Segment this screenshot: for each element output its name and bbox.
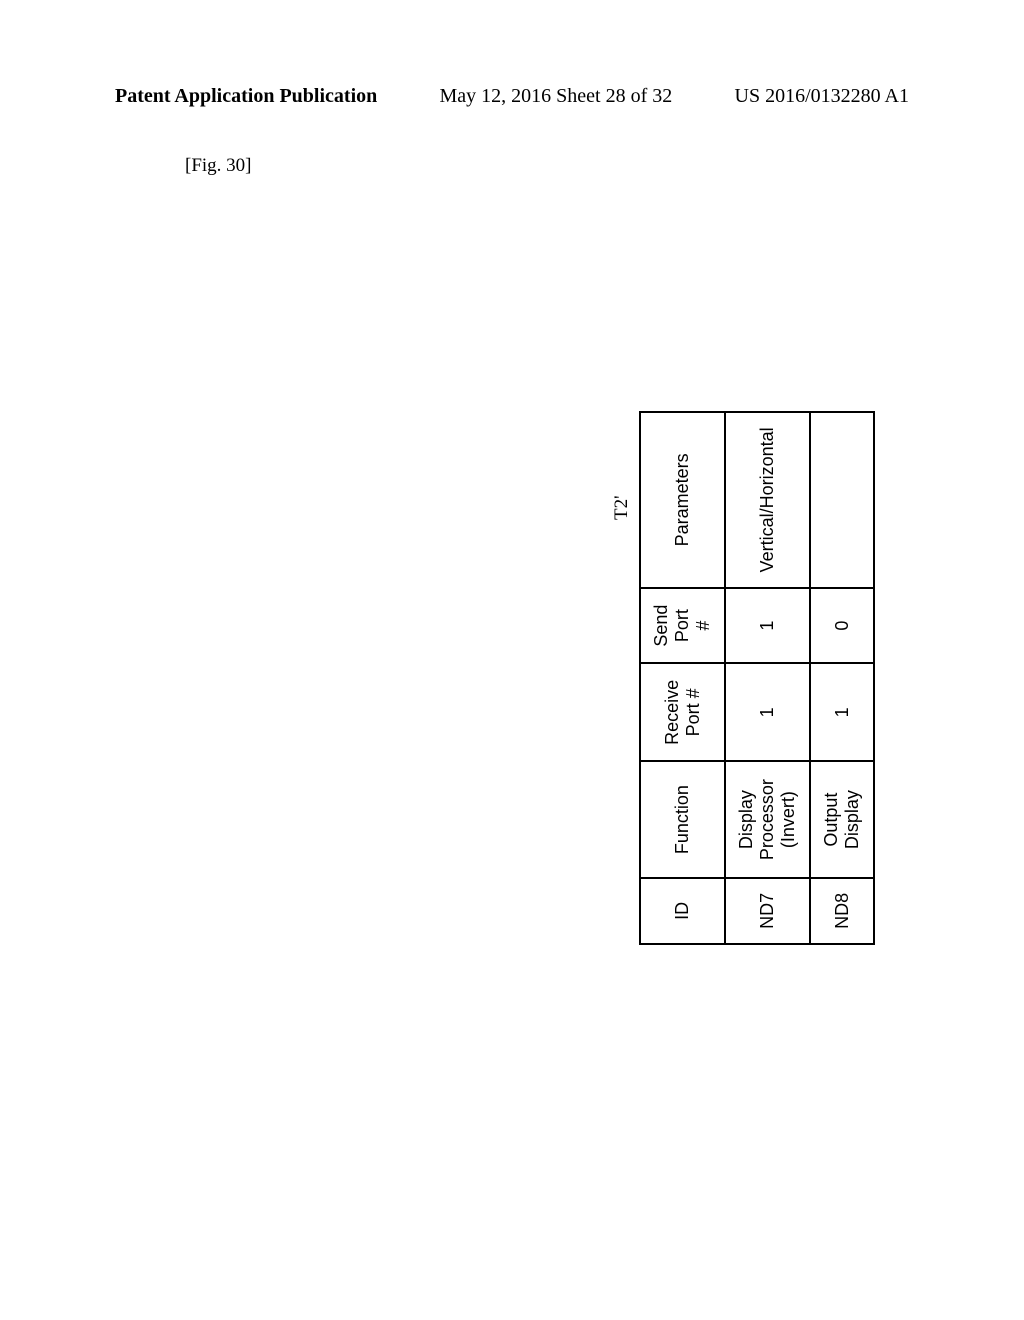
header-right: US 2016/0132280 A1 — [735, 85, 909, 108]
page-header: Patent Application Publication May 12, 2… — [0, 85, 1024, 108]
cell-receive: 1 — [810, 663, 874, 761]
cell-id: ND8 — [810, 878, 874, 944]
cell-receive: 1 — [725, 663, 810, 761]
table-container: T2' ID Function Receive Port # Send Port… — [639, 411, 875, 945]
cell-send: 0 — [810, 588, 874, 664]
cell-function: Output Display — [810, 761, 874, 877]
col-header-send: Send Port # — [640, 588, 725, 664]
col-header-receive: Receive Port # — [640, 663, 725, 761]
table-row: ND7 Display Processor (Invert) 1 1 Verti… — [725, 412, 810, 944]
col-header-parameters: Parameters — [640, 412, 725, 588]
data-table: ID Function Receive Port # Send Port # P… — [639, 411, 875, 945]
cell-parameters: Vertical/Horizontal — [725, 412, 810, 588]
col-header-id: ID — [640, 878, 725, 944]
cell-send: 1 — [725, 588, 810, 664]
cell-parameters — [810, 412, 874, 588]
table-header-row: ID Function Receive Port # Send Port # P… — [640, 412, 725, 944]
table-wrapper: T2' ID Function Receive Port # Send Port… — [639, 411, 875, 945]
cell-id: ND7 — [725, 878, 810, 944]
figure-label: [Fig. 30] — [185, 155, 252, 177]
table-row: ND8 Output Display 1 0 — [810, 412, 874, 944]
col-header-function: Function — [640, 761, 725, 877]
table-label: T2' — [611, 495, 633, 520]
cell-function: Display Processor (Invert) — [725, 761, 810, 877]
header-left: Patent Application Publication — [115, 85, 377, 108]
header-center: May 12, 2016 Sheet 28 of 32 — [440, 85, 673, 108]
